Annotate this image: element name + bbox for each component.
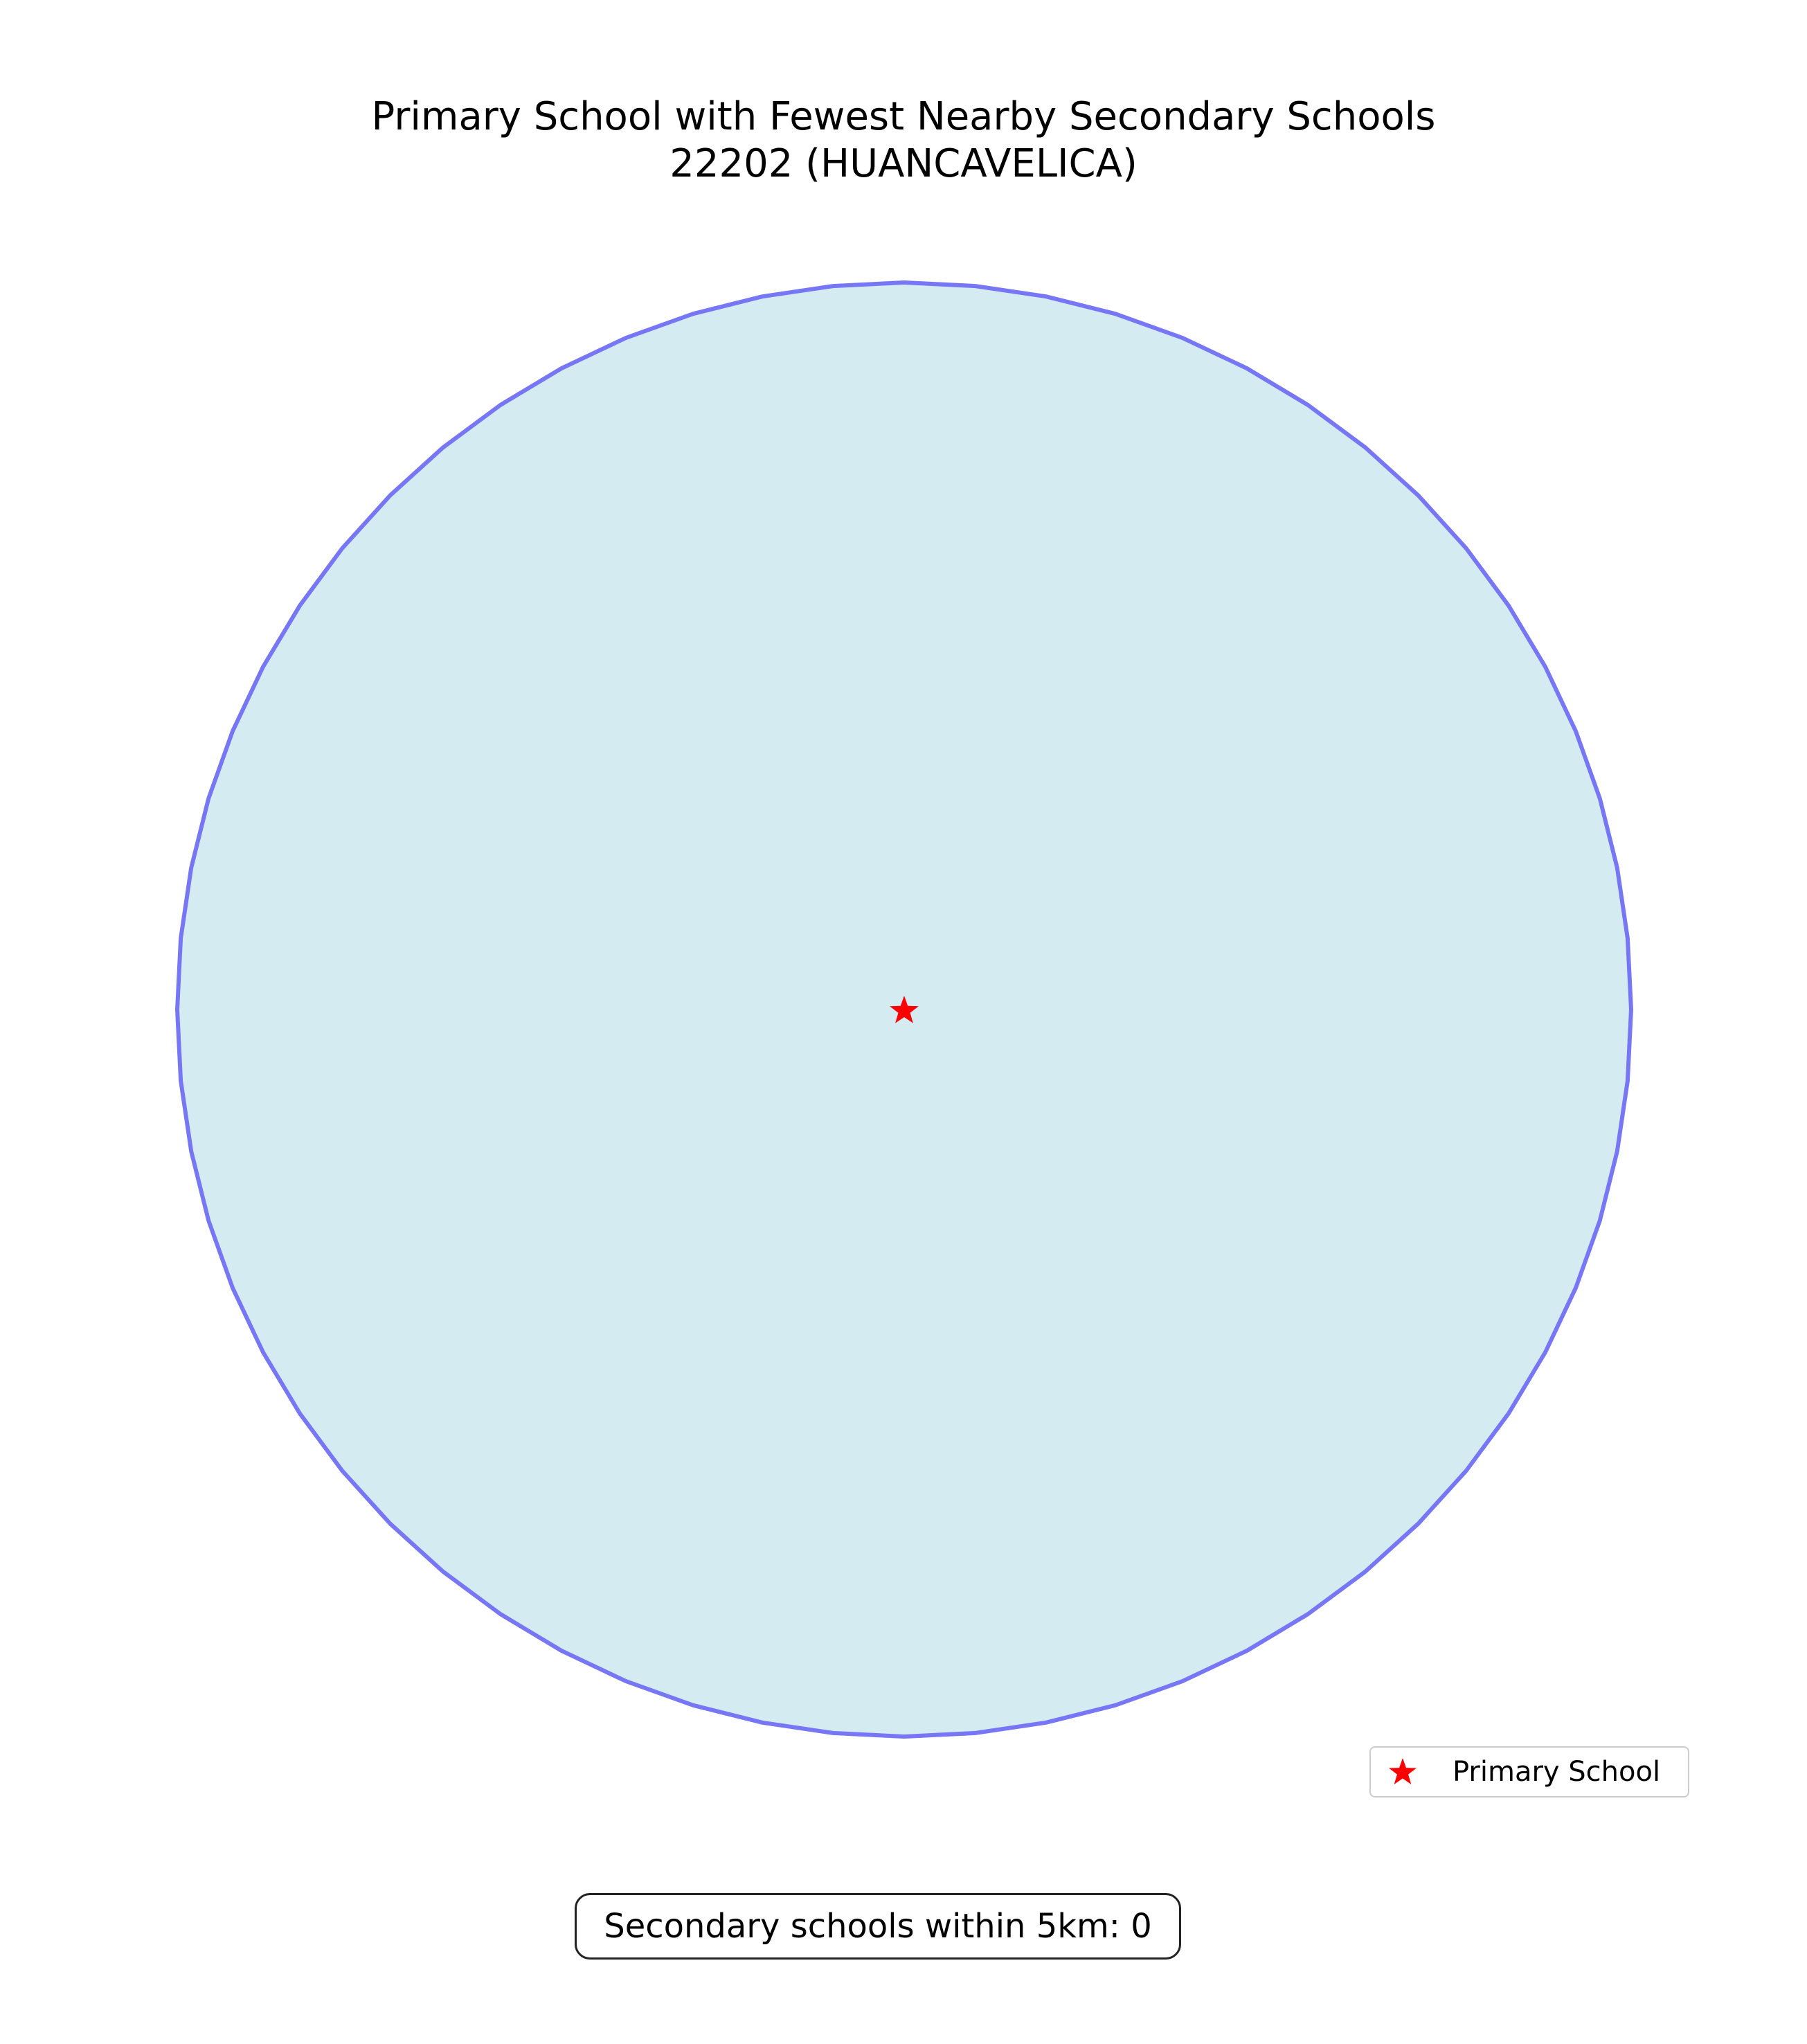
primary-school-star-icon[interactable] (890, 996, 919, 1023)
map-title: Primary School with Fewest Nearby Second… (0, 93, 1807, 188)
legend: Primary School (1369, 1746, 1689, 1798)
legend-label-primary-school: Primary School (1453, 1756, 1661, 1788)
map-title-line-2: 22202 (HUANCAVELICA) (669, 141, 1138, 186)
map-title-line-1: Primary School with Fewest Nearby Second… (371, 94, 1436, 139)
star-icon (1382, 1751, 1423, 1793)
secondary-school-count-box: Secondary schools within 5km: 0 (575, 1893, 1181, 1960)
